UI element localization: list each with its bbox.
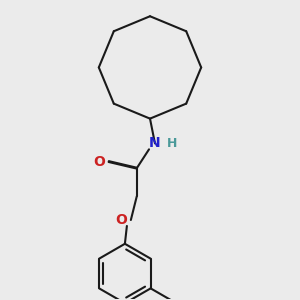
- Text: O: O: [94, 154, 105, 169]
- Text: N: N: [149, 136, 161, 150]
- Text: O: O: [116, 213, 127, 227]
- Text: H: H: [167, 137, 177, 150]
